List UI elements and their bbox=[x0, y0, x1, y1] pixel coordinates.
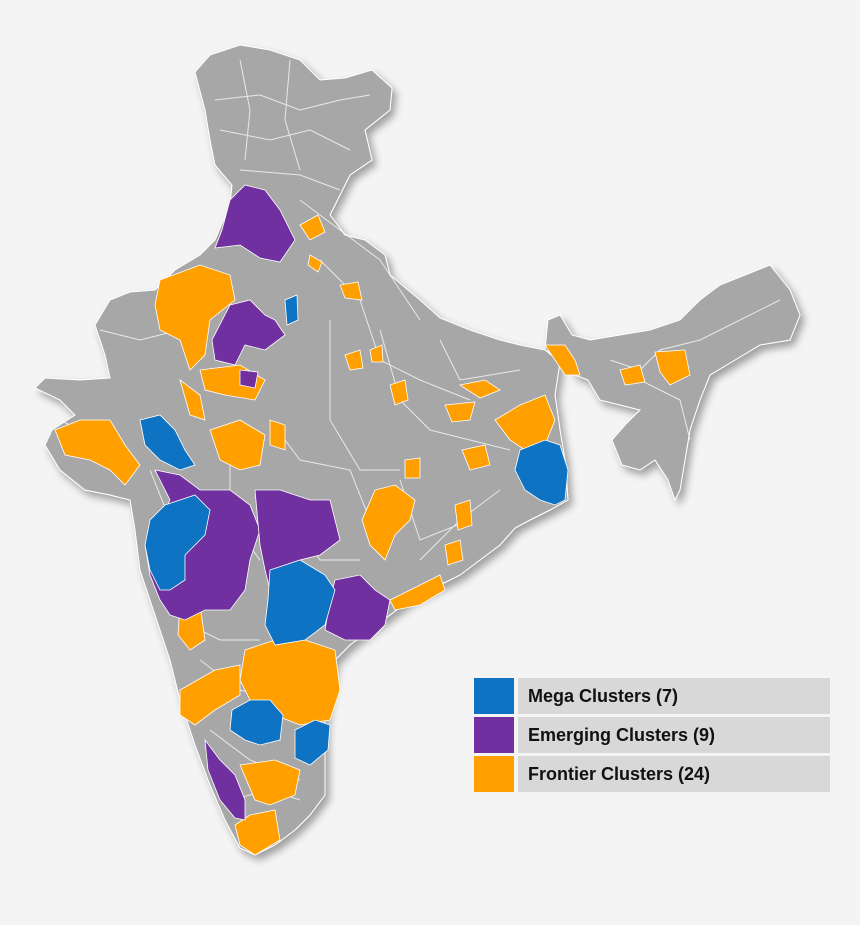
frontier-cluster-region bbox=[54, 419, 141, 486]
frontier-cluster-region bbox=[544, 344, 581, 376]
frontier-cluster-region bbox=[389, 574, 446, 611]
legend-label-mega: Mega Clusters (7) bbox=[518, 678, 830, 714]
cluster-regions bbox=[54, 184, 691, 856]
frontier-cluster-region bbox=[461, 444, 491, 471]
mega-cluster-region bbox=[139, 414, 196, 471]
frontier-cluster-region bbox=[154, 264, 236, 371]
emerging-cluster-region bbox=[239, 369, 259, 389]
frontier-cluster-region bbox=[307, 254, 323, 273]
frontier-cluster-region bbox=[299, 214, 326, 241]
emerging-cluster-region bbox=[211, 299, 286, 366]
mega-cluster-region bbox=[294, 719, 331, 766]
frontier-cluster-region bbox=[179, 664, 241, 726]
legend-swatch-frontier bbox=[474, 756, 514, 792]
frontier-cluster-region bbox=[339, 281, 363, 301]
mega-cluster-region bbox=[264, 559, 336, 646]
legend-swatch-mega bbox=[474, 678, 514, 714]
legend-label-emerging: Emerging Clusters (9) bbox=[518, 717, 830, 753]
legend-label-frontier: Frontier Clusters (24) bbox=[518, 756, 830, 792]
emerging-cluster-region bbox=[214, 184, 296, 263]
frontier-cluster-region bbox=[344, 349, 364, 371]
frontier-cluster-region bbox=[209, 419, 266, 471]
emerging-cluster-region bbox=[254, 489, 341, 591]
frontier-cluster-region bbox=[389, 379, 409, 406]
frontier-cluster-region bbox=[361, 484, 416, 561]
mega-cluster-region bbox=[284, 294, 299, 326]
frontier-cluster-region bbox=[239, 759, 301, 806]
frontier-cluster-region bbox=[454, 499, 473, 531]
frontier-cluster-region bbox=[619, 364, 646, 386]
mega-cluster-region bbox=[514, 439, 569, 506]
frontier-cluster-region bbox=[179, 378, 206, 421]
legend-item-emerging: Emerging Clusters (9) bbox=[474, 717, 830, 753]
legend-swatch-emerging bbox=[474, 717, 514, 753]
frontier-cluster-region bbox=[234, 809, 281, 856]
frontier-cluster-region bbox=[404, 457, 421, 479]
frontier-cluster-region bbox=[444, 401, 476, 423]
legend: Mega Clusters (7) Emerging Clusters (9) … bbox=[474, 678, 830, 796]
frontier-cluster-region bbox=[458, 379, 501, 399]
mega-cluster-region bbox=[229, 699, 284, 746]
frontier-cluster-region bbox=[369, 344, 384, 363]
mega-cluster-region bbox=[144, 494, 211, 591]
frontier-cluster-region bbox=[494, 394, 556, 451]
legend-item-mega: Mega Clusters (7) bbox=[474, 678, 830, 714]
legend-item-frontier: Frontier Clusters (24) bbox=[474, 756, 830, 792]
frontier-cluster-region bbox=[269, 419, 286, 451]
emerging-cluster-region bbox=[204, 738, 246, 821]
frontier-cluster-region bbox=[444, 539, 464, 566]
frontier-cluster-region bbox=[654, 349, 691, 386]
